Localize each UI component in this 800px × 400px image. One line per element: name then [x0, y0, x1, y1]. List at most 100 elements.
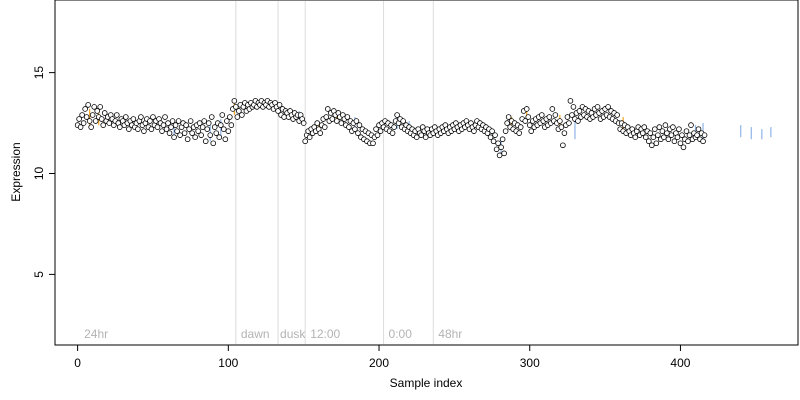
- data-point: [504, 120, 510, 126]
- data-point: [147, 118, 153, 124]
- data-point: [695, 126, 702, 132]
- data-point: [192, 134, 198, 140]
- phase-label: 24hr: [84, 327, 108, 341]
- data-point: [516, 130, 522, 136]
- data-point: [106, 120, 113, 126]
- data-point: [117, 124, 123, 130]
- data-point: [217, 122, 224, 128]
- data-point: [101, 110, 108, 116]
- data-point: [546, 114, 553, 120]
- data-point: [213, 130, 220, 136]
- data-point: [502, 128, 509, 134]
- data-point: [85, 102, 91, 108]
- y-axis: 5 10 15: [32, 66, 55, 278]
- data-point: [549, 106, 556, 112]
- data-point: [370, 140, 376, 147]
- data-point: [208, 114, 215, 120]
- data-point: [701, 132, 708, 138]
- y-tick-label: 5: [32, 271, 46, 278]
- data-point: [492, 132, 498, 138]
- data-point: [275, 108, 281, 114]
- data-point: [641, 124, 648, 130]
- y-tick-label: 15: [32, 66, 46, 80]
- data-point: [677, 140, 684, 147]
- data-point: [239, 112, 245, 118]
- data-point: [171, 134, 177, 140]
- data-point: [526, 122, 533, 128]
- data-point: [220, 126, 227, 132]
- data-point: [501, 150, 507, 157]
- data-point: [605, 104, 611, 110]
- data-point: [528, 128, 535, 134]
- data-point: [314, 120, 321, 126]
- x-tick-label: 100: [218, 356, 238, 370]
- data-point: [186, 126, 192, 132]
- data-point: [211, 124, 218, 130]
- data-point: [498, 144, 504, 151]
- data-point: [79, 112, 85, 118]
- data-point: [639, 130, 646, 136]
- data-point: [324, 106, 331, 112]
- x-axis: 0 100 200 300 400: [74, 345, 691, 370]
- data-point: [159, 128, 165, 134]
- data-point: [700, 138, 706, 145]
- data-point: [338, 120, 345, 126]
- data-point: [231, 98, 238, 104]
- data-point: [210, 140, 217, 147]
- data-point: [334, 118, 340, 124]
- data-point: [202, 138, 209, 145]
- data-point: [227, 114, 233, 120]
- data-point: [525, 114, 532, 120]
- y-tick-label: 10: [32, 167, 46, 181]
- data-point: [490, 138, 497, 145]
- data-point: [659, 128, 666, 134]
- y-axis-title: Expression: [9, 142, 23, 201]
- data-point: [614, 112, 620, 118]
- data-point: [174, 128, 180, 134]
- data-point: [302, 138, 308, 145]
- data-point: [647, 130, 654, 136]
- data-point: [653, 140, 660, 147]
- data-point: [154, 124, 161, 130]
- data-point: [674, 134, 681, 140]
- data-point: [166, 130, 173, 136]
- phase-label: dawn: [241, 327, 270, 341]
- data-point: [219, 112, 226, 118]
- data-point: [77, 124, 84, 130]
- data-point: [686, 132, 693, 138]
- data-point: [276, 102, 283, 108]
- data-point: [172, 122, 179, 128]
- data-point: [567, 98, 574, 104]
- data-point: [499, 136, 506, 143]
- data-point: [664, 130, 670, 136]
- data-point: [352, 126, 358, 132]
- data-point: [356, 122, 363, 128]
- data-point: [656, 124, 663, 130]
- data-point: [355, 130, 361, 136]
- phase-label: 0:00: [389, 327, 413, 341]
- data-point: [130, 116, 137, 122]
- data-point: [80, 120, 87, 126]
- data-point: [201, 118, 208, 124]
- data-point: [566, 120, 572, 126]
- data-point: [679, 132, 685, 138]
- data-point: [668, 132, 675, 138]
- data-point: [233, 104, 239, 110]
- data-point: [495, 140, 501, 147]
- data-point: [471, 128, 477, 134]
- data-point: [683, 128, 690, 134]
- data-point: [662, 122, 669, 128]
- data-point: [187, 118, 194, 124]
- data-point: [198, 132, 204, 138]
- data-point: [642, 134, 649, 140]
- data-point: [671, 138, 678, 145]
- data-point: [91, 104, 97, 110]
- data-point: [391, 124, 397, 130]
- data-point: [97, 104, 104, 110]
- data-point: [670, 124, 676, 130]
- x-axis-title: Sample index: [390, 376, 463, 390]
- data-point: [680, 144, 687, 151]
- data-point: [183, 122, 189, 128]
- data-point: [377, 128, 384, 134]
